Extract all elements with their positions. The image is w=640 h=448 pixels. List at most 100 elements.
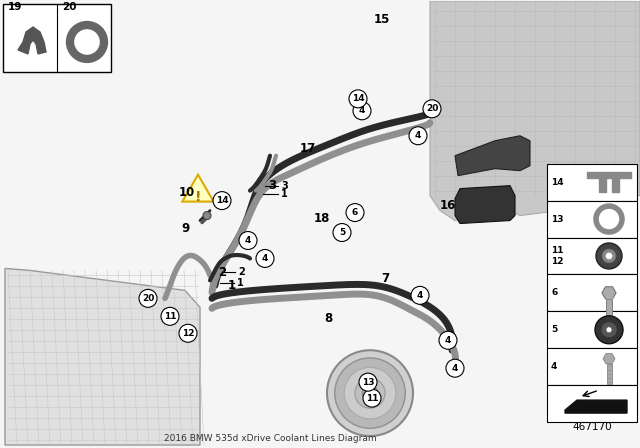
Circle shape [76,31,98,53]
Circle shape [606,327,612,333]
Text: 7: 7 [381,272,389,285]
Polygon shape [603,353,615,364]
Text: 4: 4 [415,131,421,140]
Circle shape [335,358,405,428]
Polygon shape [602,293,609,299]
Polygon shape [602,287,609,293]
Circle shape [423,100,441,118]
Circle shape [349,90,367,108]
Text: 20: 20 [142,294,154,303]
Circle shape [363,389,381,407]
Circle shape [446,359,464,377]
Circle shape [359,373,377,391]
Circle shape [355,378,385,408]
Text: 19: 19 [4,3,20,16]
Polygon shape [609,293,616,299]
Circle shape [344,367,396,419]
Text: 4: 4 [445,336,451,345]
Circle shape [179,324,197,342]
Text: 16: 16 [440,199,456,212]
FancyBboxPatch shape [547,348,637,385]
Text: 6: 6 [551,289,557,297]
Circle shape [602,249,616,263]
Text: 2016 BMW 535d xDrive Coolant Lines Diagram: 2016 BMW 535d xDrive Coolant Lines Diagr… [164,434,376,443]
Text: 13: 13 [362,378,374,387]
Circle shape [409,127,427,145]
Text: 3: 3 [281,181,288,191]
FancyBboxPatch shape [547,385,637,422]
Text: 5: 5 [339,228,345,237]
Text: 14: 14 [216,196,228,205]
Circle shape [139,289,157,307]
Text: 4: 4 [262,254,268,263]
Text: 2: 2 [218,266,226,279]
Circle shape [595,316,623,344]
Polygon shape [182,175,214,202]
FancyBboxPatch shape [547,275,637,311]
Polygon shape [609,287,616,293]
Text: 11: 11 [365,394,378,403]
Text: 11: 11 [164,312,176,321]
FancyBboxPatch shape [547,201,637,237]
Circle shape [606,253,612,259]
Text: 9: 9 [181,222,189,235]
Text: 20: 20 [62,2,77,12]
Circle shape [411,286,429,304]
Circle shape [439,331,457,349]
Polygon shape [587,172,631,192]
FancyBboxPatch shape [547,237,637,275]
Text: 2: 2 [238,267,244,277]
Polygon shape [455,136,530,176]
Text: 4: 4 [417,291,423,300]
Circle shape [203,211,211,220]
Polygon shape [602,287,616,299]
FancyBboxPatch shape [607,364,611,383]
Text: 18: 18 [314,212,330,225]
Text: 19: 19 [8,2,22,12]
FancyBboxPatch shape [547,311,637,348]
FancyBboxPatch shape [547,164,637,201]
FancyBboxPatch shape [3,4,111,72]
Text: 13: 13 [551,215,563,224]
Text: 6: 6 [352,208,358,217]
Text: 5: 5 [551,325,557,334]
Polygon shape [430,1,640,220]
Text: 20: 20 [426,104,438,113]
Text: 10: 10 [179,186,195,199]
Text: 1: 1 [281,189,288,198]
Text: 17: 17 [300,142,316,155]
Text: 1: 1 [237,278,244,289]
Circle shape [327,350,413,436]
Text: 467170: 467170 [572,422,612,432]
Circle shape [362,385,378,401]
Polygon shape [565,400,627,413]
Circle shape [346,203,364,222]
Polygon shape [605,293,612,299]
Text: 3: 3 [268,179,276,192]
Circle shape [333,224,351,241]
Polygon shape [5,268,200,445]
Text: 14: 14 [551,178,564,187]
Text: 8: 8 [324,312,332,325]
Text: 4: 4 [245,236,251,245]
Circle shape [353,102,371,120]
Text: 4: 4 [452,364,458,373]
Polygon shape [18,27,46,54]
FancyBboxPatch shape [606,299,612,317]
Text: 14: 14 [352,95,364,103]
Text: 1: 1 [228,279,236,292]
Circle shape [161,307,179,325]
Text: 15: 15 [374,13,390,26]
Text: 12: 12 [182,329,195,338]
Circle shape [596,243,622,269]
Text: !: ! [195,190,201,203]
Text: 4: 4 [551,362,557,371]
Circle shape [256,250,274,267]
Text: 11
12: 11 12 [551,246,563,266]
Polygon shape [605,287,612,293]
Circle shape [213,192,231,210]
Polygon shape [455,185,515,224]
Circle shape [239,232,257,250]
Text: 4: 4 [359,106,365,115]
Circle shape [601,322,617,338]
